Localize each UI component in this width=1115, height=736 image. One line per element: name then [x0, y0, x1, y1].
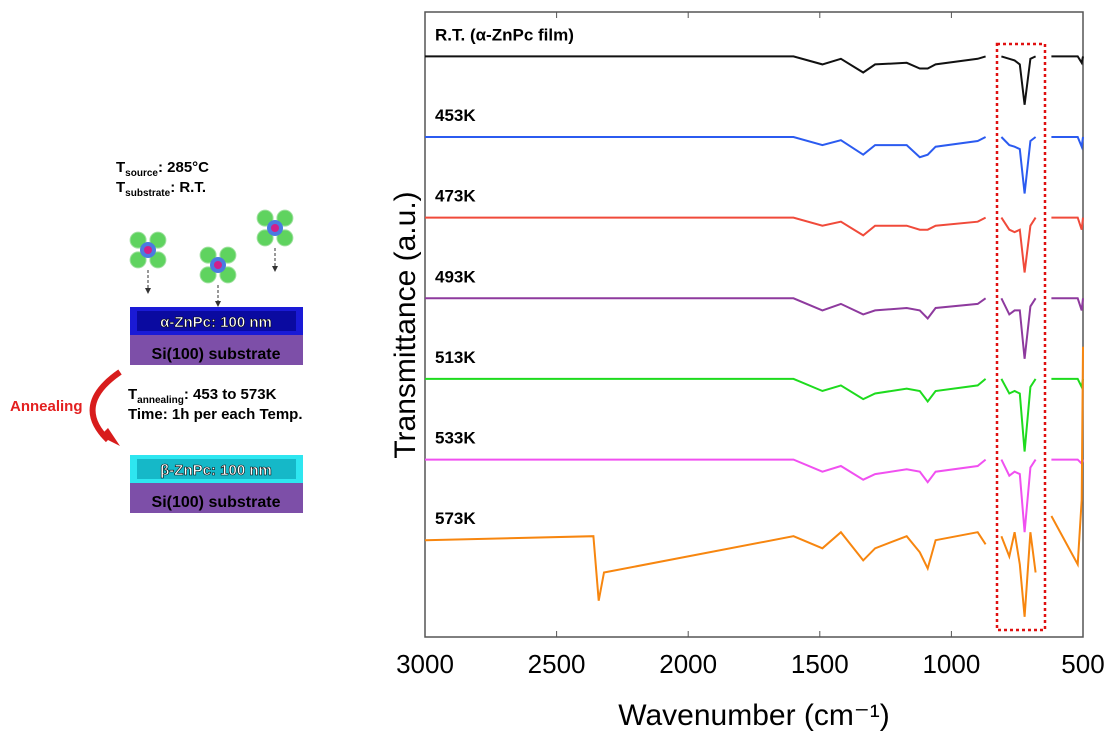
arrow-head	[100, 428, 120, 446]
t: T	[116, 159, 125, 176]
x-tick-label: 1000	[922, 649, 980, 679]
ring	[276, 229, 294, 247]
ring	[199, 246, 217, 264]
ring	[149, 231, 167, 249]
series-label: R.T. (α-ZnPc film)	[435, 25, 574, 44]
value: : 285°C	[158, 159, 209, 176]
t: T	[116, 179, 125, 196]
sub: annealing	[137, 395, 184, 406]
ring	[219, 266, 237, 284]
spectrum	[425, 136, 1084, 194]
sub: source	[125, 168, 158, 179]
sub: substrate	[125, 188, 170, 199]
si-label: Si(100) substrate	[152, 346, 281, 363]
ring	[256, 209, 274, 227]
drop-head	[272, 266, 278, 272]
alpha-core	[137, 311, 296, 331]
si-layer	[130, 483, 303, 513]
value: : 453 to 573K	[184, 386, 277, 403]
annealing-label: Annealing	[10, 398, 83, 415]
molecules	[129, 209, 294, 307]
series-label: 513K	[435, 348, 476, 367]
x-axis-label: Wavenumber (cm⁻¹)	[618, 699, 889, 731]
ring	[199, 266, 217, 284]
spectrum	[425, 377, 1084, 452]
ring	[256, 229, 274, 247]
series-label: 493K	[435, 267, 476, 286]
si-label: Si(100) substrate	[152, 494, 281, 511]
ring	[276, 209, 294, 227]
x-tick-label: 2500	[528, 649, 586, 679]
anneal-arrow	[89, 369, 122, 443]
spectrum	[424, 346, 1084, 617]
si-layer	[130, 335, 303, 365]
highlight-box	[995, 42, 1047, 632]
spectrum	[425, 297, 1084, 359]
drop-head	[145, 288, 151, 294]
x-tick-label: 500	[1061, 649, 1104, 679]
chart: Wavenumber (cm⁻¹) Transmittance (a.u.) 3…	[389, 11, 1105, 732]
x-tick-label: 3000	[396, 649, 454, 679]
series-label: 533K	[435, 429, 476, 448]
spectrum	[425, 458, 1084, 533]
spectrum	[425, 216, 1084, 273]
alpha-label: α-ZnPc: 100 nm	[160, 314, 272, 331]
x-tick-label: 2000	[659, 649, 717, 679]
ring	[219, 246, 237, 264]
t: T	[128, 386, 137, 403]
zn	[144, 246, 152, 254]
series-label: 473K	[435, 187, 476, 206]
plot-frame	[424, 11, 1084, 638]
annealing-temp: Tannealing: 453 to 573K	[128, 386, 277, 406]
substrate-temp: Tsubstrate: R.T.	[116, 179, 206, 199]
time-label: Time: 1h per each Temp.	[128, 406, 303, 423]
value: : R.T.	[170, 179, 206, 196]
beta-core	[137, 459, 296, 479]
beta-label: β-ZnPc: 100 nm	[160, 462, 272, 479]
ring	[149, 251, 167, 269]
spectrum	[425, 55, 1084, 105]
drop-head	[215, 301, 221, 307]
ring	[129, 231, 147, 249]
schematic: Tsource: 285°C Tsubstrate: R.T. α-ZnPc: …	[10, 159, 303, 513]
zn	[214, 261, 222, 269]
source-temp: Tsource: 285°C	[116, 159, 209, 179]
x-tick-label: 1500	[791, 649, 849, 679]
series-label: 573K	[435, 509, 476, 528]
series-label: 453K	[435, 106, 476, 125]
zn	[271, 224, 279, 232]
y-axis-label: Transmittance (a.u.)	[389, 191, 422, 458]
ring	[129, 251, 147, 269]
